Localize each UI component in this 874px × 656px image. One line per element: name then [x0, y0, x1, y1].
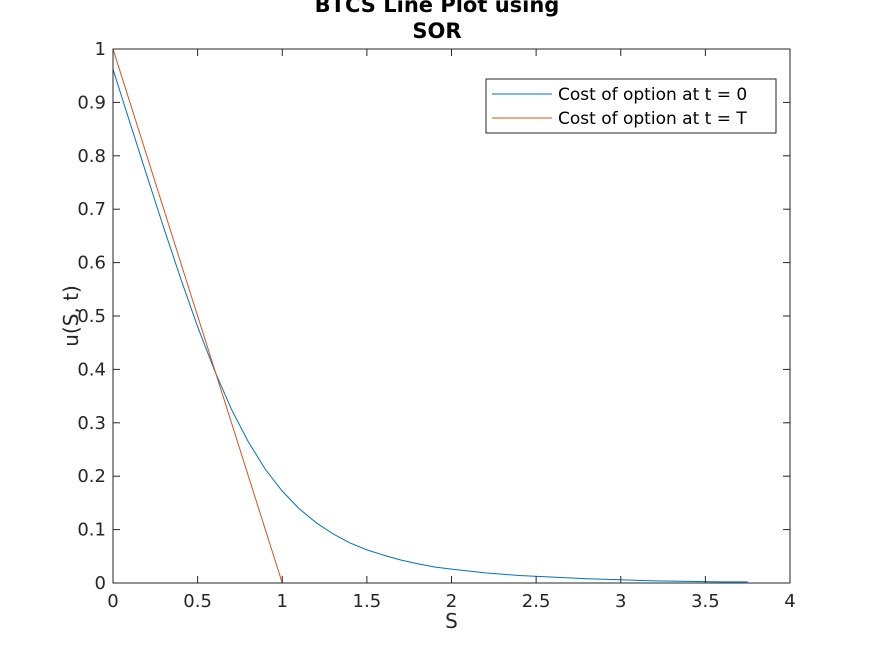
- x-tick-label: 4: [784, 591, 795, 612]
- y-tick-label: 0.1: [77, 520, 106, 541]
- y-tick-label: 0.6: [77, 253, 106, 274]
- y-tick-label: 0.8: [77, 146, 106, 167]
- x-tick-label: 0: [107, 591, 118, 612]
- x-tick-label: 1: [277, 591, 288, 612]
- x-axis-label: S: [445, 609, 458, 633]
- y-tick-label: 1: [95, 39, 106, 60]
- series-line-0: [112, 69, 748, 583]
- x-tick-label: 2.5: [522, 591, 551, 612]
- y-tick-label: 0.2: [77, 466, 106, 487]
- chart-title-line-2: SOR: [412, 19, 462, 43]
- chart-title-line-1: BTCS Line Plot using: [314, 0, 560, 17]
- legend-label-0: Cost of option at t = 0: [558, 85, 747, 105]
- x-tick-label: 1.5: [353, 591, 382, 612]
- y-tick-label: 0: [95, 573, 106, 594]
- x-tick-label: 3: [615, 591, 626, 612]
- legend-label-1: Cost of option at t = T: [558, 109, 747, 129]
- x-tick-label: 0.5: [183, 591, 212, 612]
- y-tick-label: 0.9: [77, 92, 106, 113]
- x-tick-label: 2: [446, 591, 457, 612]
- legend: Cost of option at t = 0 Cost of option at…: [485, 78, 777, 134]
- y-tick-label: 0.5: [77, 306, 106, 327]
- y-axis-label: u(S, t): [59, 285, 83, 347]
- x-tick-label: 3.5: [691, 591, 720, 612]
- chart-title: BTCS Line Plot using SOR: [0, 0, 874, 44]
- legend-box: [485, 78, 777, 134]
- ticks-layer: 0 0.5 1 1.5 2 2.5 3 3.5 4 0 0.1 0.2 0.3 0.4 0.5 0.6 0.7 0…: [77, 39, 795, 612]
- y-tick-label: 0.4: [77, 359, 106, 380]
- y-tick-label: 0.3: [77, 413, 106, 434]
- y-tick-label: 0.7: [77, 199, 106, 220]
